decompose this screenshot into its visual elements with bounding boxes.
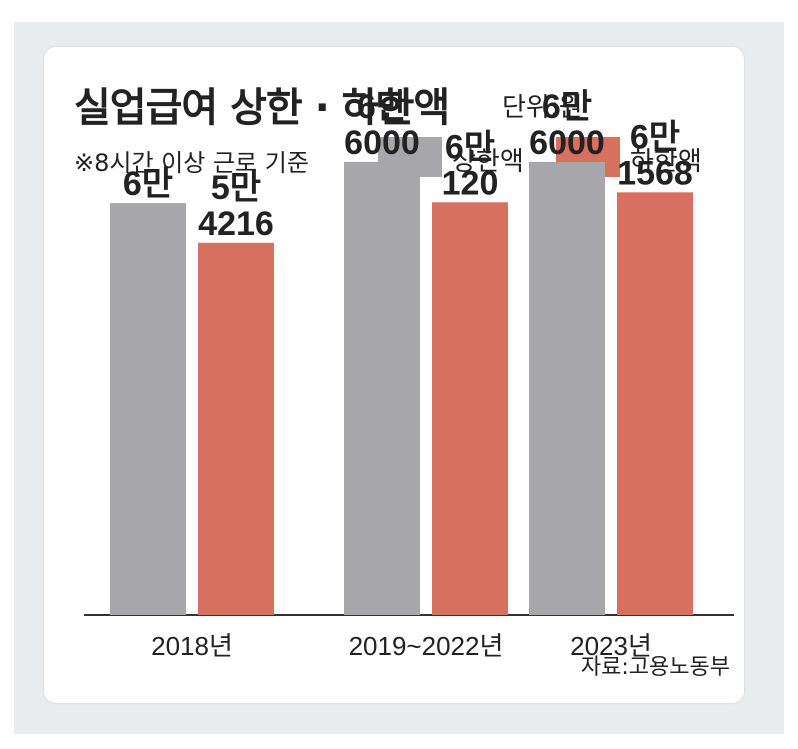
category-label-1: 2019~2022년	[349, 631, 504, 661]
data-label-upper-1-0: 6만	[357, 88, 407, 126]
legend-label-upper: 상한액	[452, 147, 524, 177]
legend-label-lower: 하한액	[630, 147, 702, 177]
criteria-note: ※8시간 이상 근로 기준	[74, 149, 309, 177]
data-label-upper-2-1: 6000	[529, 124, 605, 162]
bar-upper-1	[344, 161, 420, 615]
chart-title: 실업급여 상한 · 하한액	[74, 85, 450, 131]
bar-lower-1	[432, 202, 508, 616]
data-label-lower-0-1: 4216	[198, 205, 274, 243]
data-label-upper-0-0: 6만	[123, 165, 173, 203]
category-label-0: 2018년	[151, 631, 233, 661]
bar-lower-0	[198, 242, 274, 615]
data-label-lower-2-0: 6만	[630, 118, 680, 156]
data-label-lower-0-0: 5만	[211, 169, 261, 207]
bar-upper-2	[529, 161, 605, 615]
chart-card: 실업급여 상한 · 하한액 단위:원 ※8시간 이상 근로 기준 상한액 하한액…	[44, 47, 744, 703]
data-label-upper-2-0: 6만	[542, 88, 592, 126]
bar-lower-2	[617, 192, 693, 615]
data-label-lower-1-1: 120	[442, 164, 499, 202]
chart-frame: 실업급여 상한 · 하한액 단위:원 ※8시간 이상 근로 기준 상한액 하한액…	[14, 22, 784, 734]
data-label-upper-1-1: 6000	[344, 124, 420, 162]
bar-upper-0	[110, 203, 186, 616]
unit-label: 단위:원	[502, 93, 583, 123]
category-label-2: 2023년	[570, 631, 652, 661]
data-label-lower-1-0: 6만	[445, 128, 495, 166]
source-label: 자료:고용노동부	[580, 655, 730, 680]
data-label-lower-2-1: 1568	[617, 154, 693, 192]
